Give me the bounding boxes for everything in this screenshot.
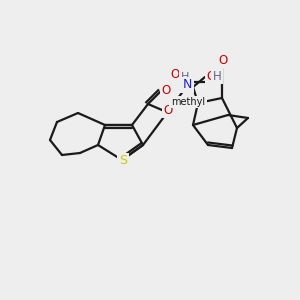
Text: H: H xyxy=(213,70,221,83)
Text: O: O xyxy=(206,70,216,83)
Text: O: O xyxy=(164,103,172,116)
Text: H: H xyxy=(181,72,189,82)
Text: O: O xyxy=(170,68,180,80)
Text: N: N xyxy=(182,79,192,92)
Text: O: O xyxy=(218,53,228,67)
Text: O: O xyxy=(161,85,171,98)
Text: S: S xyxy=(119,154,127,167)
Text: methyl: methyl xyxy=(171,97,205,107)
